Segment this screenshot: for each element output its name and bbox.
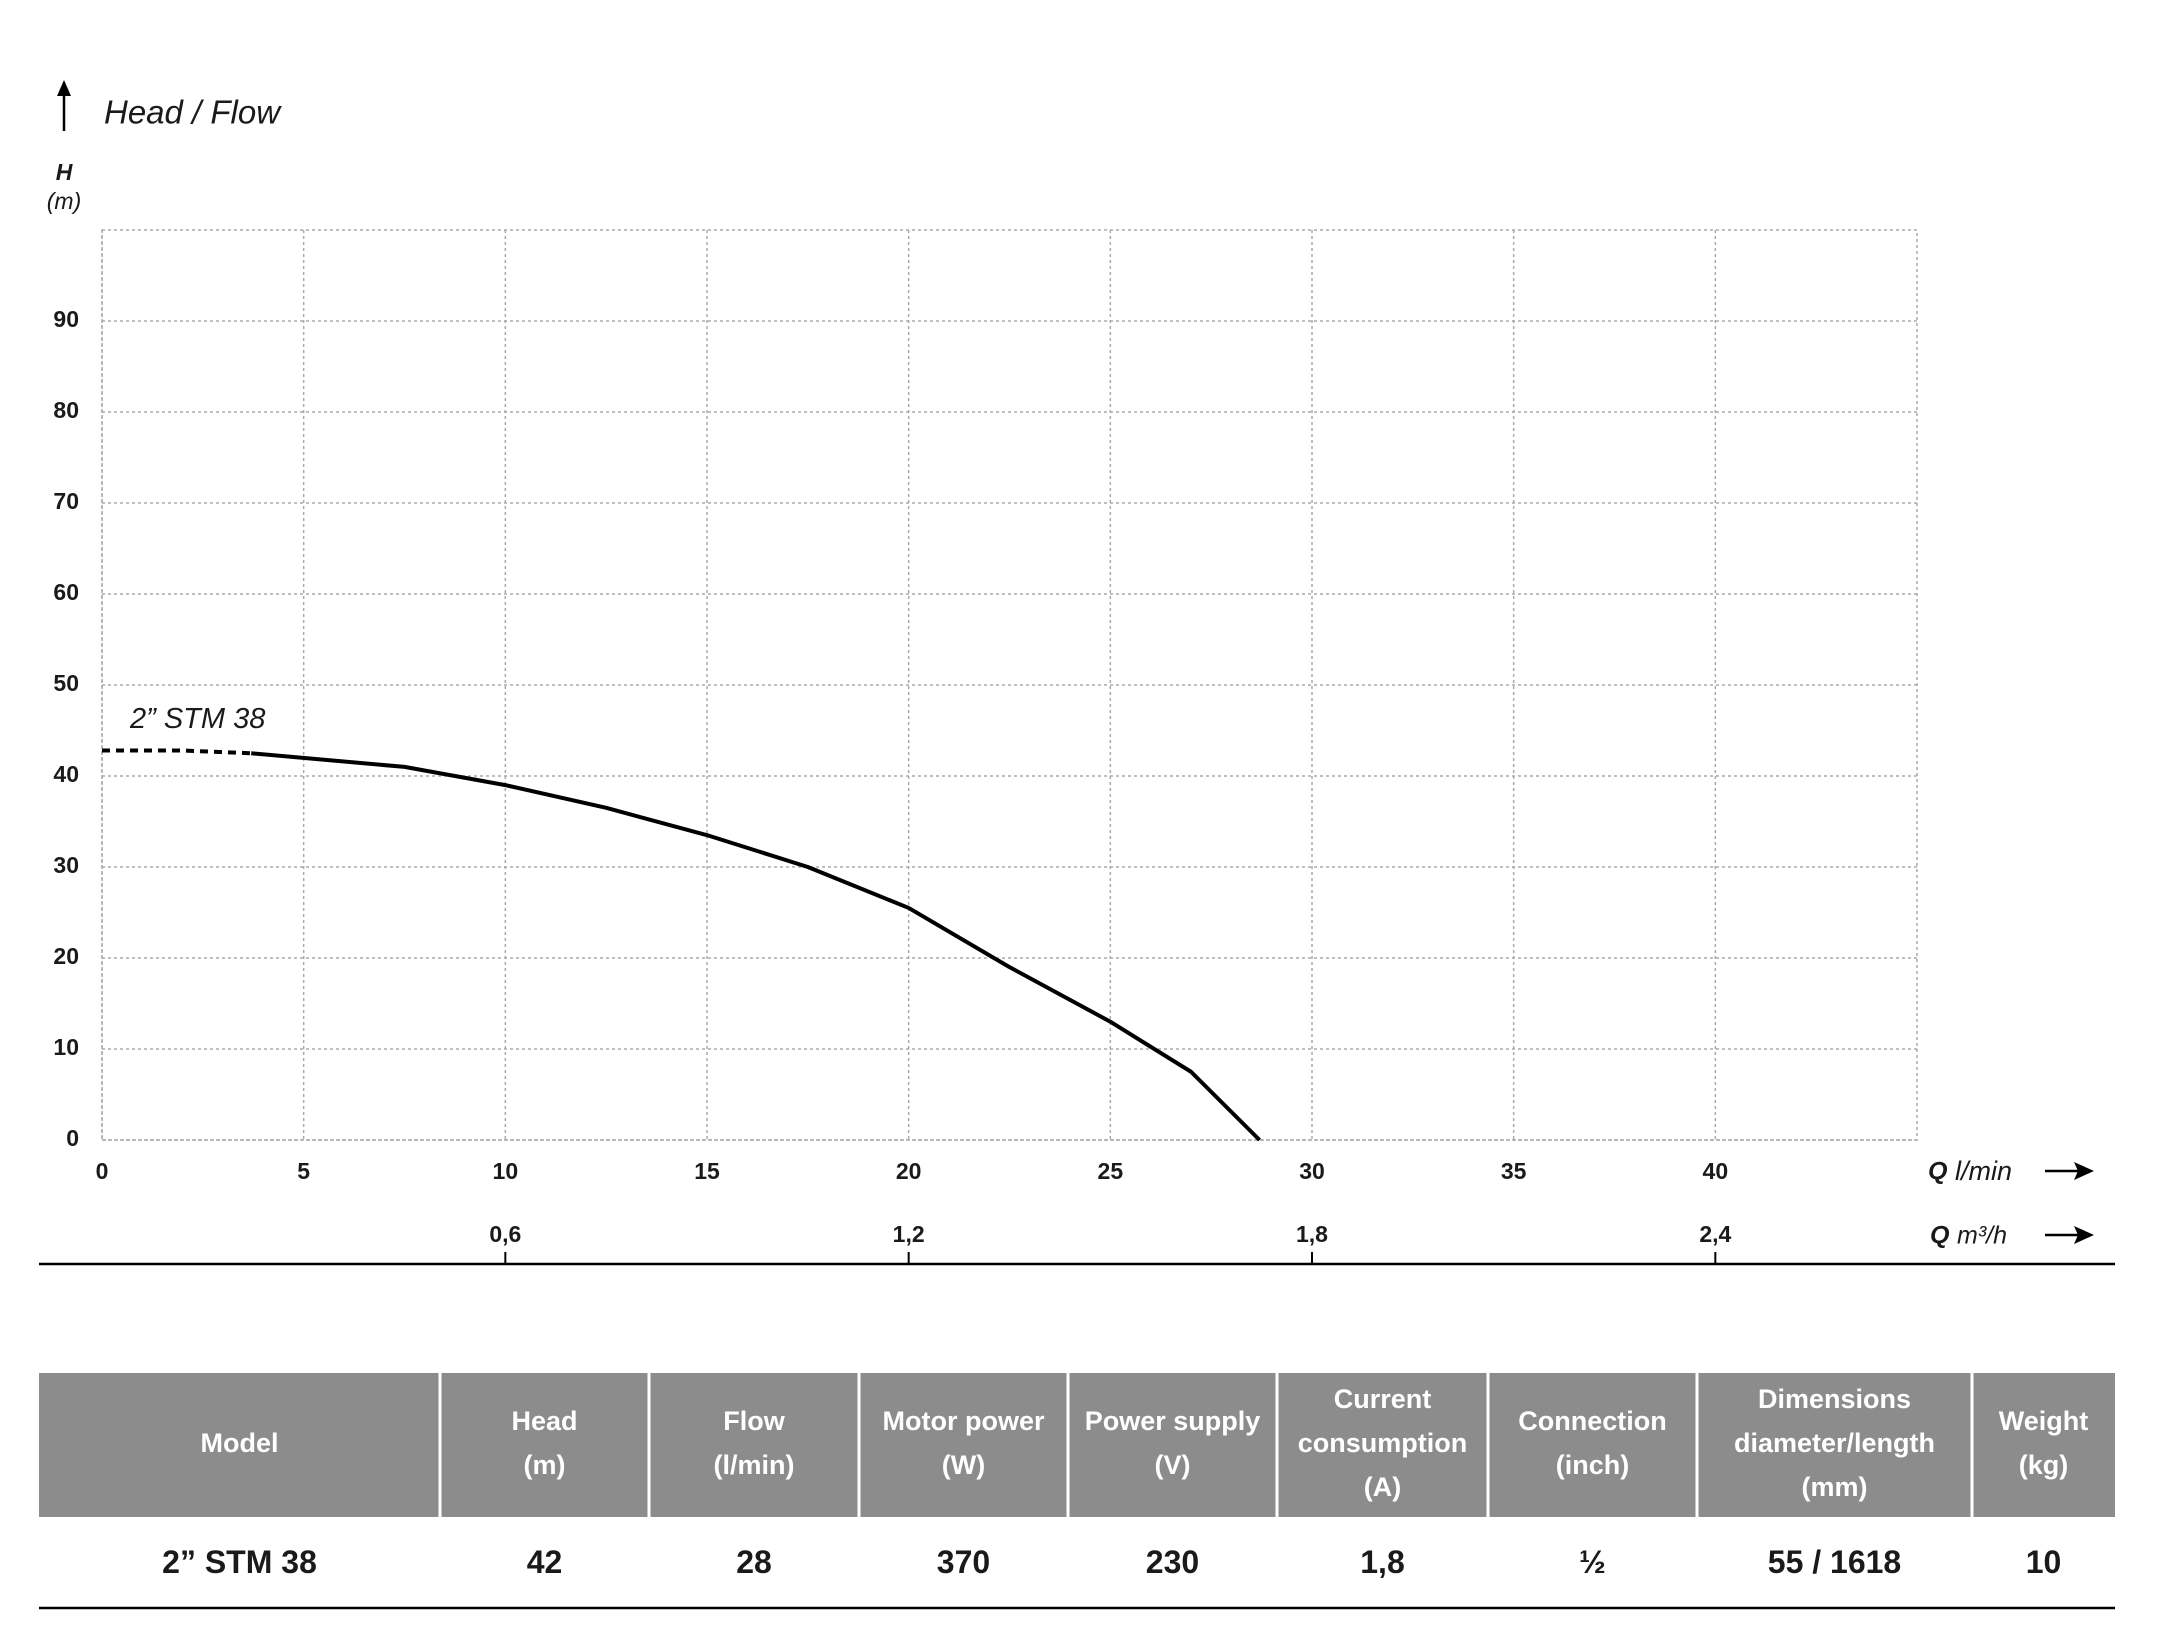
curve — [251, 751, 1261, 1142]
y-unit: (m) — [47, 188, 81, 214]
x-label: Q — [1928, 1158, 1948, 1186]
y-arrow-head — [57, 80, 71, 96]
curve-label: 2” STM 38 — [129, 703, 265, 735]
table-header-bg — [39, 1373, 2115, 1517]
x-tick-label: 0 — [96, 1158, 109, 1184]
header-cell: Power supply — [1085, 1406, 1261, 1436]
header-cell: (kg) — [2019, 1450, 2069, 1480]
x2-arrow-head — [2074, 1226, 2094, 1244]
y-tick-label: 20 — [53, 943, 79, 969]
y-tick-label: 0 — [66, 1125, 79, 1151]
curve — [102, 748, 252, 756]
header-cell: Head — [511, 1406, 577, 1436]
x-tick-label: 10 — [493, 1158, 519, 1184]
header-cell: Dimensions — [1758, 1384, 1911, 1414]
x-tick-label: 25 — [1098, 1158, 1124, 1184]
y-tick-label: 50 — [53, 670, 79, 696]
header-cell: diameter/length — [1734, 1428, 1935, 1458]
x2-unit: m³/h — [1957, 1222, 2007, 1250]
table-cell: 42 — [527, 1544, 563, 1580]
header-cell: Current — [1334, 1384, 1432, 1414]
header-cell: Model — [201, 1428, 279, 1458]
header-cell: (V) — [1155, 1450, 1191, 1480]
x-tick-label: 20 — [896, 1158, 922, 1184]
x2-tick-label: 1,2 — [893, 1221, 925, 1247]
chart-title: Head / Flow — [104, 94, 282, 131]
y-tick-label: 70 — [53, 488, 79, 514]
header-cell: Flow — [723, 1406, 785, 1436]
header-cell: consumption — [1298, 1428, 1468, 1458]
x2-tick-label: 0,6 — [489, 1221, 521, 1247]
table-cell: 2” STM 38 — [162, 1544, 317, 1580]
y-tick-label: 80 — [53, 397, 79, 423]
x-tick-label: 40 — [1703, 1158, 1729, 1184]
table-cell: 28 — [736, 1544, 772, 1580]
table-cell: ½ — [1579, 1544, 1606, 1580]
header-cell: Motor power — [883, 1406, 1045, 1436]
header-cell: (m) — [524, 1450, 566, 1480]
x2-tick-label: 2,4 — [1699, 1221, 1731, 1247]
header-cell: Connection — [1518, 1406, 1667, 1436]
y-tick-label: 60 — [53, 579, 79, 605]
header-cell: (W) — [942, 1450, 985, 1480]
header-cell: (A) — [1364, 1472, 1401, 1502]
header-cell: Weight — [1999, 1406, 2089, 1436]
y-tick-label: 90 — [53, 306, 79, 332]
x2-label: Q — [1930, 1222, 1950, 1250]
y-tick-label: 40 — [53, 761, 79, 787]
x-unit: l/min — [1955, 1156, 2012, 1186]
header-cell: (mm) — [1802, 1472, 1868, 1502]
table-cell: 230 — [1146, 1544, 1199, 1580]
x-tick-label: 35 — [1501, 1158, 1527, 1184]
table-cell: 1,8 — [1360, 1544, 1404, 1580]
y-tick-label: 10 — [53, 1034, 79, 1060]
y-label: H — [56, 159, 73, 185]
x-tick-label: 30 — [1299, 1158, 1325, 1184]
header-cell: (inch) — [1556, 1450, 1630, 1480]
x-arrow-head — [2074, 1162, 2094, 1180]
y-tick-label: 30 — [53, 852, 79, 878]
table-cell: 10 — [2026, 1544, 2062, 1580]
x-tick-label: 15 — [694, 1158, 720, 1184]
x2-tick-label: 1,8 — [1296, 1221, 1328, 1247]
table-cell: 370 — [937, 1544, 990, 1580]
x-tick-label: 5 — [297, 1158, 310, 1184]
table-cell: 55 / 1618 — [1768, 1544, 1901, 1580]
header-cell: (l/min) — [714, 1450, 795, 1480]
